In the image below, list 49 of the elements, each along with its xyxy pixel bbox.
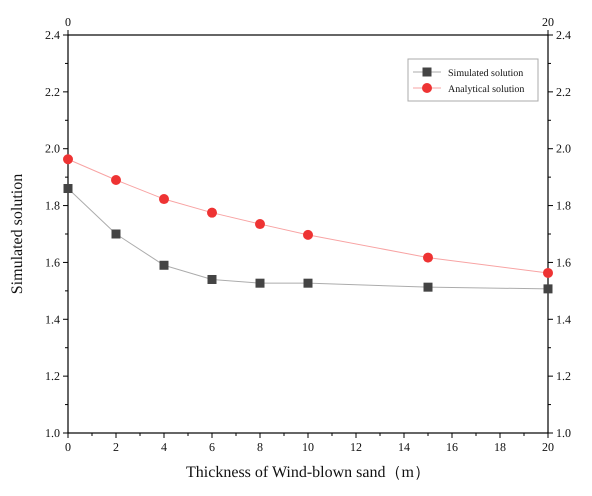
x-tick-label: 2	[113, 440, 119, 454]
y-tick-label: 1.2	[45, 369, 60, 384]
y2-tick-label: 2.4	[556, 28, 571, 42]
point	[63, 154, 73, 164]
y2-tick-label: 1.8	[556, 198, 571, 213]
point	[64, 184, 72, 194]
point	[304, 278, 312, 288]
y-tick-label: 1.6	[45, 255, 60, 270]
y-tick-label: 2.2	[45, 84, 60, 99]
y-axis-title: Simulated solution	[9, 174, 26, 294]
y2-tick-label: 1.2	[556, 369, 571, 384]
x-tick-label: 12	[350, 440, 362, 454]
y-tick-label: 1.0	[45, 426, 60, 440]
x-tick-label: 0	[65, 440, 71, 454]
point	[544, 284, 552, 294]
point	[255, 219, 265, 230]
x-tick-label: 20	[542, 440, 554, 454]
point	[256, 278, 264, 288]
point	[159, 194, 169, 204]
point	[160, 260, 168, 270]
x-tick-label: 18	[494, 440, 506, 454]
point	[303, 230, 313, 240]
y2-tick-label: 1.0	[556, 426, 571, 440]
y2-tick-label: 1.4	[556, 312, 571, 326]
legend-label: Analytical solution	[448, 84, 524, 95]
x-tick-label: 10	[302, 440, 314, 454]
x2-tick-label: 20	[542, 15, 554, 29]
x-tick-label: 6	[209, 440, 215, 454]
point	[423, 252, 433, 263]
y-tick-label: 1.8	[45, 198, 60, 213]
x2-tick-label: 0	[65, 15, 71, 29]
x-tick-label: 14	[398, 440, 410, 454]
x-axis-title: Thickness of Wind-blown sand（m）	[186, 464, 430, 481]
point	[424, 282, 432, 292]
y2-tick-label: 2.0	[556, 142, 571, 156]
x-tick-label: 4	[161, 440, 167, 454]
point	[112, 230, 120, 238]
point	[207, 208, 217, 218]
point	[208, 274, 216, 284]
point	[111, 174, 121, 185]
y-tick-label: 2.0	[45, 142, 60, 156]
legend-label: Simulated solution	[448, 68, 524, 79]
x-tick-label: 16	[446, 440, 458, 454]
point	[543, 268, 553, 278]
y-tick-label: 2.4	[45, 28, 60, 42]
y-tick-label: 1.4	[45, 312, 60, 326]
y2-tick-label: 2.2	[556, 84, 571, 99]
y2-tick-label: 1.6	[556, 255, 571, 270]
x-tick-label: 8	[257, 440, 263, 454]
